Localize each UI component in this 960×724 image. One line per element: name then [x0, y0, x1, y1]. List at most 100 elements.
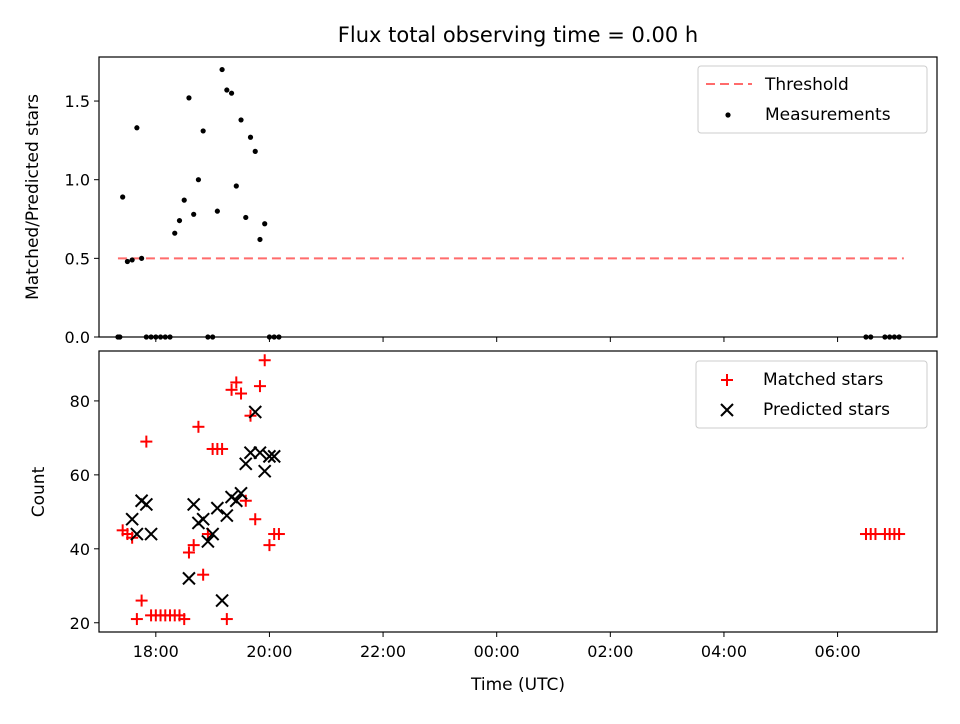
predicted-star-stroke-b — [257, 464, 272, 478]
top-y-ticks: 0.0 0.5 1.0 1.5 — [65, 92, 99, 347]
predicted-star-stroke-b — [267, 449, 281, 464]
measurement-point — [120, 194, 126, 200]
predicted-star-point — [215, 593, 229, 608]
bottom-x-axis-label: Time (UTC) — [470, 675, 565, 695]
figure-title: Flux total observing time = 0.00 h — [338, 23, 698, 47]
predicted-star-stroke-b — [139, 497, 154, 512]
matched-star-point — [140, 435, 153, 448]
measurement-point — [228, 90, 235, 96]
matched-star-point — [192, 420, 205, 433]
predicted-star-point — [257, 464, 272, 478]
measurement-point — [257, 236, 263, 243]
predicted-star-stroke-b — [243, 445, 258, 460]
measurement-point — [247, 134, 254, 140]
matched-star-point — [197, 568, 210, 581]
matched-star-point — [249, 513, 262, 526]
top-y-axis-label: Matched/Predicted stars — [23, 94, 43, 300]
bottom-y-tick-label: 20 — [70, 614, 90, 633]
predicted-star-point — [229, 494, 244, 508]
predicted-star-point — [248, 405, 262, 419]
predicted-star-point — [267, 449, 281, 464]
bottom-x-tick-label: 20:00 — [246, 642, 292, 661]
matched-star-point — [272, 528, 285, 541]
predicted-star-stroke-b — [210, 501, 225, 515]
top-y-tick-label: 1.5 — [65, 92, 90, 111]
predicted-star-point — [210, 501, 225, 515]
matched-star-point — [178, 613, 191, 626]
measurement-point — [214, 208, 220, 214]
matched-star-point — [187, 539, 200, 552]
measurement-point — [224, 87, 230, 93]
bottom-legend: Matched stars Predicted stars — [695, 360, 928, 429]
measurement-point — [176, 217, 183, 224]
measurement-point — [219, 66, 225, 73]
legend-predicted-marker — [720, 403, 734, 417]
predicted-star-stroke-b — [262, 449, 277, 464]
measurement-point — [191, 211, 197, 217]
predicted-star-stroke-b — [229, 494, 244, 508]
top-y-tick-label: 0.5 — [65, 249, 90, 268]
predicted-star-point — [243, 445, 258, 460]
top-y-tick-label: 0.0 — [65, 328, 90, 347]
matched-star-point — [130, 613, 143, 626]
predicted-star-point — [182, 571, 196, 586]
legend-measurements-marker — [725, 112, 731, 118]
measurement-point — [195, 177, 202, 183]
top-panel: 0.0 0.5 1.0 1.5 Matched/Predicted stars Thr… — [23, 56, 938, 347]
matched-star-point — [135, 594, 148, 607]
measurement-point — [252, 148, 258, 154]
bottom-legend-frame — [695, 360, 928, 429]
matched-star-point — [235, 387, 248, 400]
predicted-star-stroke-b — [186, 497, 201, 512]
predicted-star-stroke-b — [220, 508, 234, 523]
legend-matched-marker — [721, 374, 733, 386]
predicted-star-point — [130, 527, 144, 541]
measurement-point — [238, 117, 244, 123]
bottom-x-tick-label: 06:00 — [815, 642, 861, 661]
matched-star-point — [216, 442, 229, 455]
measurement-point — [200, 128, 206, 134]
measurement-point — [186, 95, 192, 101]
predicted-star-point — [196, 512, 210, 526]
predicted-star-point — [205, 527, 220, 541]
bottom-y-tick-label: 60 — [70, 466, 90, 485]
predicted-star-stroke-b — [196, 512, 210, 526]
bottom-y-axis-label: Count — [29, 466, 49, 517]
matched-star-point — [230, 376, 243, 389]
predicted-star-point — [262, 449, 277, 464]
measurement-point — [233, 183, 239, 189]
predicted-star-point — [139, 497, 154, 512]
bottom-x-tick-label: 22:00 — [360, 642, 406, 661]
matched-star-point — [225, 383, 238, 396]
measurement-point — [124, 258, 131, 265]
measurement-point — [134, 125, 140, 131]
bottom-y-ticks: 20 40 60 80 — [70, 392, 99, 633]
matched-star-point — [182, 546, 195, 559]
predicted-star-point — [239, 457, 253, 471]
measurement-point — [243, 214, 249, 221]
matched-star-point — [220, 613, 233, 626]
predicted-star-point — [186, 497, 201, 512]
matched-star-point — [258, 354, 271, 367]
predicted-star-stroke-b — [205, 527, 220, 541]
legend-threshold-label: Threshold — [764, 75, 849, 95]
predicted-star-point — [201, 534, 215, 549]
legend-measurements-label: Measurements — [765, 105, 891, 125]
bottom-x-tick-label: 00:00 — [474, 642, 520, 661]
top-legend-frame — [697, 65, 928, 134]
predicted-star-point — [234, 486, 248, 501]
bottom-x-tick-label: 18:00 — [133, 642, 179, 661]
measurement-point — [172, 230, 178, 236]
predicted-star-point — [220, 508, 234, 523]
top-legend: Threshold Measurements — [697, 65, 928, 134]
predicted-star-stroke-b — [144, 527, 158, 541]
bottom-y-tick-label: 80 — [70, 392, 90, 411]
measurement-point — [129, 257, 135, 263]
bottom-x-tick-label: 04:00 — [701, 642, 747, 661]
bottom-panel: 20 40 60 80 18:00 20:00 22:00 00:00 02:00 04:00 0… — [29, 350, 938, 695]
top-axes-frame — [98, 56, 938, 338]
predicted-star-stroke-b — [239, 457, 253, 471]
legend-matched-label: Matched stars — [763, 370, 883, 390]
predicted-star-stroke-b — [253, 445, 267, 460]
